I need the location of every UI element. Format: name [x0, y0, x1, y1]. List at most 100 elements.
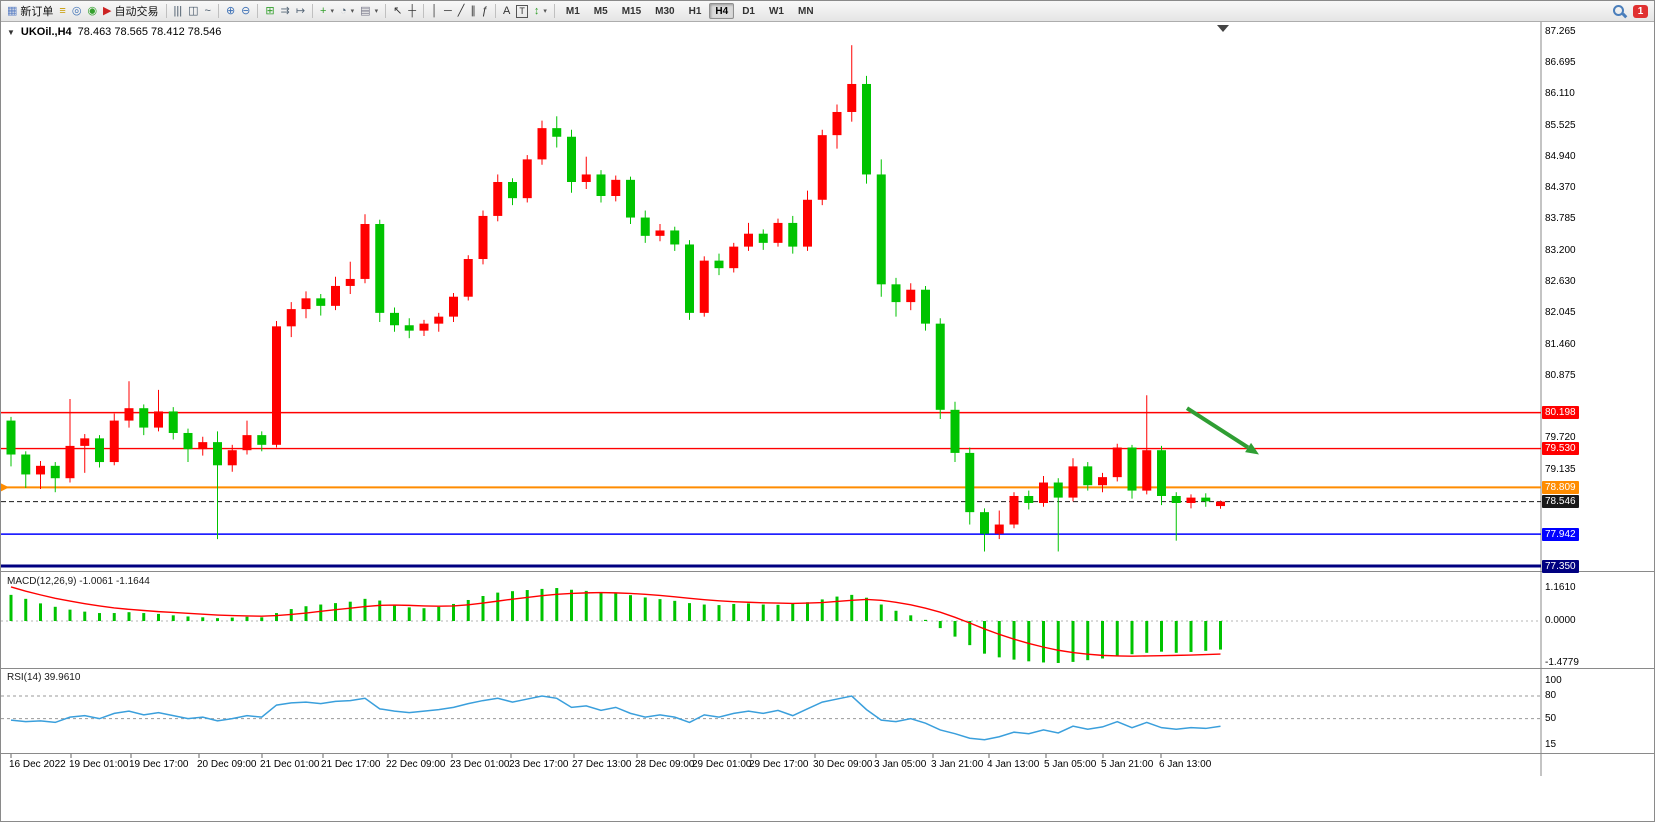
candle [832, 111, 842, 136]
terminal-button[interactable]: ◉ [84, 2, 100, 20]
timeframe-button-h1[interactable]: H1 [683, 3, 708, 19]
candle [434, 316, 444, 324]
candle [1186, 497, 1196, 503]
chart-shift-button[interactable]: ↦ [293, 2, 308, 20]
timeframe-button-h4[interactable]: H4 [709, 3, 735, 19]
chart-ohlc-values: 78.463 78.565 78.412 78.546 [77, 26, 222, 38]
candle [36, 465, 45, 475]
time-axis[interactable] [1, 754, 1541, 776]
autotrading-button-label: 自动交易 [114, 6, 159, 18]
indicators-button[interactable]: + ▾ [317, 2, 337, 20]
candle [331, 285, 340, 306]
candle [345, 278, 355, 286]
candle [272, 326, 281, 445]
chart-title-row: ▼ UKOil.,H4 78.463 78.565 78.412 78.546 [7, 26, 221, 38]
text-button[interactable]: A [500, 2, 513, 20]
zoom-in-button[interactable]: ⊕ [223, 2, 238, 20]
candle [301, 298, 311, 310]
zoom-in-icon: ⊕ [225, 4, 236, 17]
price-axis[interactable] [1542, 21, 1654, 753]
chart-symbol-period: UKOil.,H4 [20, 26, 72, 38]
candle [463, 259, 473, 297]
candle [906, 289, 916, 303]
periods-button[interactable]: ◔ ▾ [337, 2, 357, 20]
chart-background [1, 21, 1654, 821]
candle [227, 450, 237, 466]
cursor-button[interactable]: ↖ [390, 2, 405, 20]
timeframe-button-m30[interactable]: M30 [649, 3, 680, 19]
one-click-trading-toggle[interactable]: ▼ [7, 27, 15, 37]
candle [95, 438, 104, 463]
crosshair-icon: ┼ [408, 4, 417, 17]
horizontal-line-button[interactable]: ─ [441, 2, 455, 20]
arrows-button[interactable]: ↕ ▾ [531, 2, 550, 20]
crosshair-button[interactable]: ┼ [405, 2, 419, 20]
trendline-button[interactable]: ╱ [455, 2, 468, 20]
candle [508, 181, 517, 199]
rsi-value: 39.9610 [44, 672, 81, 683]
templates-button[interactable]: ▤ ▾ [357, 2, 381, 20]
notification-badge[interactable]: 1 [1633, 4, 1648, 18]
new-order-button-label: 新订单 [20, 6, 54, 18]
macd-indicator-label: MACD(12,26,9) -1.0061 -1.1644 [7, 576, 150, 587]
candle [493, 181, 503, 216]
candle [1142, 450, 1152, 491]
line-chart-button[interactable]: ~ [202, 2, 214, 20]
chart-shift-marker[interactable] [1217, 25, 1229, 32]
vertical-line-button[interactable]: │ [428, 2, 441, 20]
market-watch-button[interactable]: ≡ [56, 2, 68, 20]
candle [626, 179, 635, 218]
candle [980, 512, 989, 534]
bar-chart-button[interactable]: ||| [171, 2, 186, 20]
candle [1098, 477, 1107, 486]
candle [965, 452, 975, 513]
candle [670, 230, 680, 245]
chevron-down-icon[interactable]: ▾ [374, 8, 379, 15]
candle [935, 323, 945, 410]
zoom-out-button[interactable]: ⊖ [238, 2, 253, 20]
chevron-down-icon[interactable]: ▾ [543, 8, 547, 15]
candle [419, 323, 429, 331]
candle [183, 432, 193, 450]
timeframe-button-mn[interactable]: MN [792, 3, 820, 19]
candle [154, 411, 163, 428]
candle [640, 217, 650, 236]
candle [124, 408, 134, 421]
timeframe-button-d1[interactable]: D1 [736, 3, 761, 19]
autotrading-button[interactable]: ▶ 自动交易 [100, 2, 161, 20]
tile-windows-button[interactable]: ⊞ [262, 2, 277, 20]
auto-scroll-button[interactable]: ⇉ [278, 2, 293, 20]
candle [390, 312, 399, 326]
search-icon[interactable] [1612, 4, 1626, 18]
navigator-button[interactable]: ◎ [69, 2, 85, 20]
candlestick-chart-button[interactable]: ◫ [185, 2, 201, 20]
candle [758, 233, 768, 243]
auto-scroll-icon: ⇉ [280, 4, 290, 17]
timeframe-button-m15[interactable]: M15 [616, 3, 647, 19]
timeframe-button-m5[interactable]: M5 [588, 3, 614, 19]
candlestick-chart-icon: ◫ [188, 4, 199, 17]
macd-signal-line [10, 586, 1221, 657]
text-label-button[interactable]: T [513, 2, 531, 20]
autotrading-icon: ▶ [103, 4, 112, 17]
candle [478, 215, 488, 260]
trade-level-marker [1, 483, 9, 492]
chevron-down-icon[interactable]: ▾ [330, 8, 334, 15]
tile-windows-icon: ⊞ [265, 4, 275, 17]
trend-arrow-annotation[interactable] [1185, 406, 1250, 450]
fibonacci-button[interactable]: ƒ [479, 2, 491, 20]
chevron-down-icon[interactable]: ▾ [350, 8, 355, 15]
toolbar-separator [385, 4, 387, 18]
new-order-button[interactable]: ▦ 新订单 [4, 2, 56, 20]
timeframe-button-w1[interactable]: W1 [763, 3, 790, 19]
candle [1216, 501, 1225, 507]
equidistant-channel-button[interactable]: ∥ [467, 2, 479, 20]
trendline-icon: ╱ [457, 4, 465, 17]
toolbar-separator [423, 4, 425, 18]
candle [316, 298, 326, 306]
timeframe-button-m1[interactable]: M1 [560, 3, 586, 19]
candle [611, 179, 621, 196]
candle [1171, 495, 1181, 503]
terminal-icon: ◉ [87, 4, 98, 17]
